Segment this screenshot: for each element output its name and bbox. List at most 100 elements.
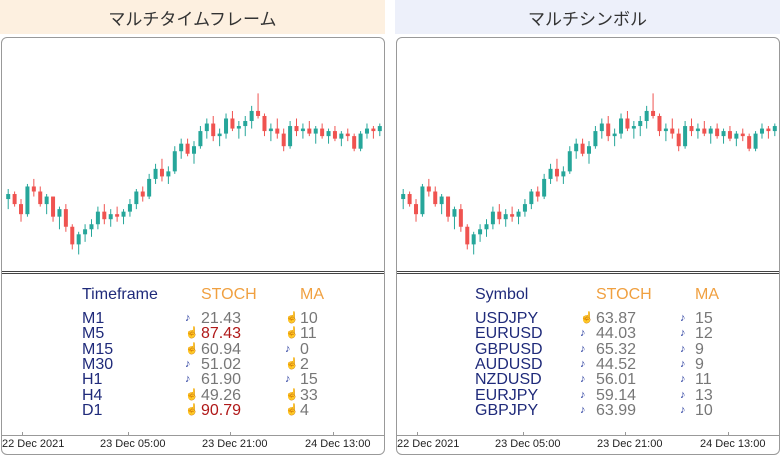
row-label: EURJPY [475, 386, 539, 404]
chart-panel-multi-symbol[interactable]: Symbol STOCH MA USDJPY ☝ 63.87 ♪ 15 EURUSD ♪ 44… [396, 37, 780, 455]
candle [599, 118, 604, 139]
candle [339, 131, 344, 147]
candle [121, 209, 126, 225]
axis-tick [333, 432, 334, 436]
candle-body [121, 211, 126, 217]
candle [371, 126, 376, 139]
candle [554, 158, 559, 182]
candle-body [83, 229, 88, 235]
finger-down-icon: ♪ [580, 342, 586, 355]
table-row: D1 ☝ 90.79 ☝ 4 [2, 401, 384, 419]
candle [19, 199, 24, 222]
candle [503, 209, 508, 227]
stoch-value: 65.32 [596, 340, 637, 358]
table-row: EURJPY ♪ 59.14 ♪ 13 [397, 386, 779, 404]
candle-body [426, 186, 431, 192]
candle-body [580, 143, 585, 154]
axis-tick [417, 432, 418, 436]
candle [414, 199, 419, 222]
table-row: M30 ♪ 51.02 ☝ 2 [2, 355, 384, 373]
candle [471, 231, 476, 255]
candle-body [198, 131, 203, 147]
chart-panel-multi-timeframe[interactable]: Timeframe STOCH MA M1 ♪ 21.43 ☝ 10 M5 ☝ 87.43 ☝ 1… [1, 37, 385, 455]
candle-body [19, 204, 24, 215]
candle-body [262, 115, 267, 132]
candle-body [147, 178, 152, 197]
panel-divider [2, 271, 384, 274]
axis-tick-label: 23 Dec 05:00 [100, 438, 166, 450]
candle [243, 115, 248, 137]
header-multi-timeframe: マルチタイムフレーム [0, 0, 385, 34]
candle [510, 206, 515, 222]
stoch-value: 60.94 [201, 340, 242, 358]
candle [542, 173, 547, 200]
finger-up-icon: ☝ [185, 403, 199, 416]
candle-body [25, 186, 30, 215]
ma-value: 13 [695, 386, 713, 404]
finger-down-icon: ♪ [680, 327, 686, 340]
finger-up-icon: ☝ [185, 388, 199, 401]
axis-tick-label: 24 Dec 13:00 [305, 438, 371, 450]
candle-body [548, 168, 553, 179]
stoch-value: 63.99 [596, 401, 637, 419]
candle-body [217, 133, 222, 137]
candle [377, 123, 382, 137]
candle [6, 188, 11, 210]
candle [115, 206, 120, 222]
row-label: D1 [82, 401, 103, 419]
candle [211, 115, 216, 142]
candle-body [772, 126, 777, 132]
candle [631, 121, 636, 139]
candle [580, 138, 585, 157]
candle-body [657, 115, 662, 132]
candle-body [574, 143, 579, 152]
candle [766, 126, 771, 139]
candle-body [166, 171, 171, 177]
candle [401, 188, 406, 210]
candle [217, 128, 222, 147]
row-label: NZDUSD [475, 371, 542, 389]
finger-down-icon: ♪ [185, 312, 191, 324]
candle [294, 118, 299, 137]
candle [230, 110, 235, 132]
finger-down-icon: ♪ [680, 357, 686, 370]
table-row: M5 ☝ 87.43 ☝ 11 [2, 325, 384, 343]
candle [670, 118, 675, 139]
candle [44, 194, 49, 215]
candle-body [484, 224, 489, 230]
candle [567, 146, 572, 174]
candle [689, 118, 694, 137]
candle-body [44, 196, 49, 205]
candle [458, 204, 463, 232]
price-chart-left[interactable] [2, 38, 384, 272]
row-label: M1 [82, 310, 105, 327]
ma-value: 2 [300, 355, 309, 373]
row-label: GBPJPY [475, 401, 539, 419]
candle [63, 204, 68, 232]
price-chart-right[interactable] [397, 38, 779, 272]
candle [407, 191, 412, 207]
candle [224, 113, 229, 139]
ma-value: 11 [300, 325, 317, 343]
candle-body [497, 211, 502, 220]
ma-value: 10 [300, 310, 318, 327]
candle [326, 128, 331, 144]
candle [262, 113, 267, 137]
candle [166, 166, 171, 184]
candle [281, 128, 286, 152]
col-header-ma: MA [300, 286, 324, 303]
finger-down-icon: ♪ [185, 373, 191, 386]
stoch-value: 63.87 [596, 310, 637, 327]
table-row: GBPJPY ♪ 63.99 ♪ 10 [397, 401, 779, 419]
candle-body [70, 226, 75, 245]
finger-up-icon: ☝ [285, 388, 299, 401]
axis-tick [523, 432, 524, 436]
candle-body [153, 168, 158, 179]
candle [83, 224, 88, 242]
row-label: USDJPY [475, 310, 539, 327]
candle [268, 123, 273, 142]
finger-down-icon: ♪ [580, 327, 586, 340]
candle [12, 191, 17, 207]
candle [657, 113, 662, 137]
candle [548, 163, 553, 184]
